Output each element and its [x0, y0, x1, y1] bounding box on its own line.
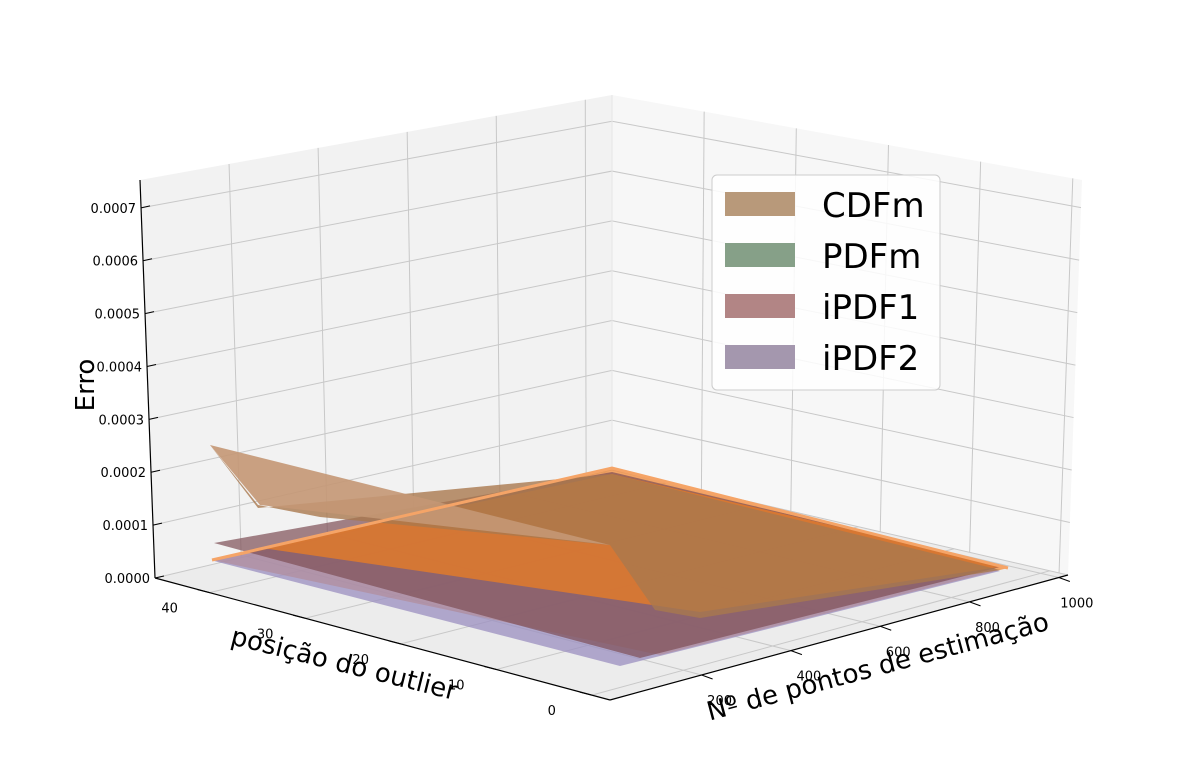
- y-vertical-gridline: [584, 99, 587, 477]
- z-tick-label: 0.0001: [103, 519, 149, 534]
- y-tick-label: 30: [257, 627, 274, 642]
- z-tick-label: 0.0002: [101, 466, 147, 481]
- x-axis-line: [609, 574, 1069, 701]
- x-tick-mark: [790, 650, 803, 656]
- z-tick-label: 0.0003: [99, 413, 145, 428]
- legend-label-ipdf1: iPDF1: [822, 288, 919, 328]
- z-axis-label: Erro: [71, 359, 101, 412]
- y-tick-label: 10: [448, 679, 465, 694]
- z-tick-mark: [144, 311, 155, 315]
- y-axis-line: [154, 577, 611, 701]
- x-tick-mark: [880, 625, 892, 631]
- z-tick-mark: [140, 205, 151, 209]
- legend-label-cdfm: CDFm: [822, 186, 925, 226]
- y-vertical-gridline: [495, 115, 501, 497]
- z-tick-label: 0.0006: [93, 255, 139, 270]
- z-tick-label: 0.0000: [105, 572, 151, 587]
- z-tick-mark: [148, 416, 159, 420]
- z-tick-mark: [152, 522, 163, 526]
- y-tick-label: 40: [161, 602, 178, 617]
- legend-frame: [711, 174, 941, 391]
- z-axis-line: [139, 179, 156, 579]
- legend-label-ipdf2: iPDF2: [822, 339, 919, 379]
- legend: CDFm PDFm iPDF1 iPDF2: [711, 174, 941, 391]
- legend-swatch-ipdf1: [725, 294, 795, 318]
- x-tick-label: 200: [707, 694, 732, 709]
- x-tick-label: 1000: [1060, 597, 1093, 612]
- y-tick-label: 20: [352, 653, 369, 668]
- z-tick-label: 0.0004: [97, 360, 143, 375]
- z-tick-mark: [142, 258, 153, 262]
- surface-cdfm-ridge: [210, 445, 610, 545]
- x-vertical-gridline: [969, 161, 982, 553]
- y-vertical-gridline: [228, 163, 242, 558]
- surface-layer: [210, 445, 1009, 666]
- y-vertical-gridline: [317, 147, 328, 538]
- x-tick-label: 800: [975, 621, 1000, 636]
- z-tick-mark: [146, 364, 157, 367]
- surface-cdfm: [210, 445, 1000, 618]
- z-tick-label: 0.0005: [95, 308, 141, 323]
- x-tick-mark: [701, 674, 713, 680]
- legend-label-pdfm: PDFm: [822, 237, 921, 277]
- axis-lines: [139, 179, 1071, 701]
- z-tick-mark: [150, 469, 161, 473]
- legend-swatch-ipdf2: [725, 345, 795, 369]
- x-tick-mark: [969, 601, 981, 607]
- y-tick-label: 0: [548, 704, 556, 719]
- x-tick-label: 400: [796, 670, 821, 685]
- pdfm-outline: [211, 466, 1009, 570]
- legend-swatch-pdfm: [725, 243, 795, 267]
- legend-swatch-cdfm: [725, 192, 795, 216]
- x-vertical-gridline: [1058, 178, 1074, 573]
- x-tick-mark: [1058, 577, 1071, 582]
- z-tick-label: 0.0007: [91, 202, 137, 217]
- y-vertical-gridline: [406, 131, 415, 517]
- y-floor-gridline: [591, 570, 1050, 696]
- x-vertical-gridline: [700, 111, 705, 491]
- x-tick-label: 600: [886, 645, 911, 660]
- z-tick-mark: [154, 575, 165, 579]
